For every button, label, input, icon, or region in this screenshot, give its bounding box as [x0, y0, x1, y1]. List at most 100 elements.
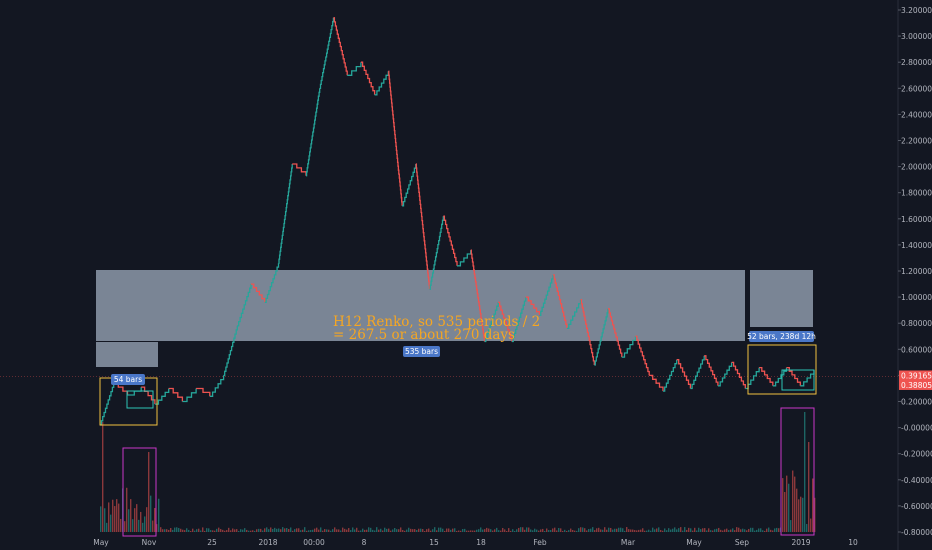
volume-bar — [614, 528, 616, 532]
volume-bar — [528, 527, 530, 532]
volume-bar — [622, 528, 624, 532]
volume-bar — [126, 487, 128, 532]
volume-bar — [374, 530, 376, 532]
volume-bar — [748, 528, 750, 532]
volume-bar — [654, 529, 656, 532]
y-tick-label: 0.20000 — [901, 398, 932, 407]
volume-bar — [636, 530, 638, 532]
volume-bar — [582, 527, 584, 532]
volume-histogram — [100, 412, 816, 532]
zone-right — [750, 270, 813, 327]
volume-bar — [730, 529, 732, 532]
volume-bar — [350, 530, 352, 532]
volume-bar — [268, 529, 270, 532]
volume-bar — [758, 528, 760, 532]
volume-bar — [242, 529, 244, 532]
yellow-box-right — [747, 344, 817, 395]
volume-bar — [776, 527, 778, 532]
volume-bar — [740, 529, 742, 532]
volume-bar — [296, 528, 298, 532]
volume-bar — [248, 530, 250, 532]
y-tick-label: -0.40000 — [901, 476, 932, 485]
renko-down-segment — [443, 215, 458, 266]
tag-52-bars: 52 bars, 238d 12h — [747, 331, 816, 342]
volume-bar — [522, 527, 524, 532]
volume-bar — [710, 530, 712, 532]
renko-up-segment — [717, 362, 733, 387]
x-tick-label: May — [93, 538, 109, 547]
volume-bar — [496, 527, 498, 532]
volume-bar — [160, 527, 162, 532]
volume-bar — [362, 528, 364, 532]
volume-bar — [450, 529, 452, 532]
volume-bar — [688, 527, 690, 532]
volume-bar — [652, 527, 654, 532]
volume-bar — [266, 527, 268, 532]
volume-bar — [124, 521, 126, 532]
volume-bar — [310, 530, 312, 532]
volume-bar — [440, 527, 442, 532]
volume-bar — [152, 520, 154, 532]
volume-bar — [340, 530, 342, 532]
volume-bar — [530, 529, 532, 532]
volume-bar — [558, 528, 560, 532]
volume-bar — [698, 527, 700, 532]
volume-bar — [576, 530, 578, 532]
volume-bar — [184, 530, 186, 532]
volume-bar — [276, 528, 278, 532]
volume-bar — [586, 530, 588, 532]
volume-bar — [744, 529, 746, 532]
volume-bar — [728, 530, 730, 532]
volume-bar — [234, 529, 236, 532]
renko-up-segment — [594, 308, 609, 366]
volume-bar — [714, 529, 716, 532]
volume-bar — [256, 529, 258, 532]
tag-535-bars: 535 bars — [403, 346, 440, 357]
volume-bar — [648, 529, 650, 532]
renko-down-segment — [635, 335, 650, 376]
volume-bar — [480, 527, 482, 532]
volume-bar — [246, 529, 248, 532]
renko-series — [100, 17, 815, 426]
teal-box-left — [126, 390, 154, 409]
volume-bar — [782, 478, 784, 532]
volume-bar — [398, 529, 400, 532]
volume-bar — [772, 530, 774, 532]
volume-bar — [746, 530, 748, 532]
volume-bar — [270, 527, 272, 532]
volume-bar — [300, 530, 302, 532]
price-label-bg — [899, 379, 932, 390]
volume-bar — [722, 530, 724, 532]
volume-bar — [372, 529, 374, 532]
volume-bar — [258, 528, 260, 532]
volume-bar — [796, 488, 798, 532]
x-tick-label: 10 — [848, 538, 858, 547]
volume-bar — [210, 530, 212, 532]
volume-bar — [662, 530, 664, 532]
renko-down-segment — [676, 359, 692, 389]
x-tick-label: 2019 — [791, 538, 810, 547]
volume-bar — [274, 527, 276, 532]
volume-bar — [806, 523, 808, 532]
x-tick-label: Feb — [533, 538, 547, 547]
volume-bar — [318, 529, 320, 532]
volume-bar — [502, 527, 504, 532]
volume-bar — [154, 507, 156, 532]
y-tick-label: 2.60000 — [901, 84, 932, 93]
volume-bar — [720, 529, 722, 532]
x-tick-label: Mar — [621, 538, 636, 547]
volume-bar — [430, 530, 432, 532]
volume-bar — [162, 529, 164, 532]
volume-bar — [244, 528, 246, 532]
volume-bar — [458, 530, 460, 532]
volume-bar — [790, 520, 792, 532]
volume-bar — [426, 529, 428, 532]
volume-bar — [634, 530, 636, 532]
volume-bar — [694, 527, 696, 532]
volume-bar — [472, 530, 474, 532]
volume-bar — [230, 530, 232, 532]
renko-up-segment — [539, 274, 554, 317]
volume-bar — [370, 527, 372, 532]
volume-bar — [212, 530, 214, 532]
